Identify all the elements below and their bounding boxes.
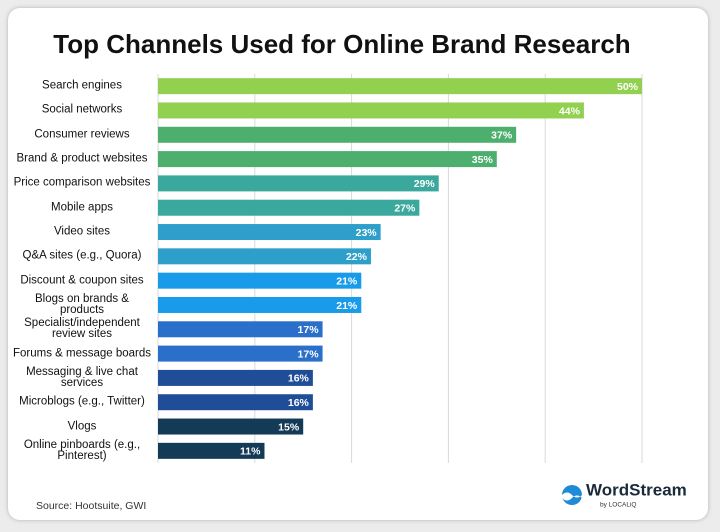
bar [158,248,371,265]
logo-wave [562,492,582,501]
bar [158,126,517,143]
value-label: 21% [336,300,358,312]
y-tick-label: Q&A sites (e.g., Quora) [22,249,142,262]
value-label: 16% [288,373,310,385]
value-label: 44% [559,105,581,117]
value-label: 17% [298,324,320,336]
value-label: 21% [336,275,358,287]
bar [158,296,362,313]
bar [158,442,265,459]
y-tick-label: Forums & message boards [12,347,152,360]
source: Source: Hootsuite, GWI [36,500,146,512]
chart-title: Top Channels Used for Online Brand Resea… [53,29,630,59]
bar [158,272,362,289]
value-label: 16% [288,397,310,409]
bar [158,394,313,411]
y-tick-label: Price comparison websites [13,176,151,189]
y-tick-label: Specialist/independent review sites [24,317,140,341]
value-label: 35% [472,154,494,166]
bar [158,102,584,119]
y-tick-label: Messaging & live chat services [26,365,138,389]
y-tick-label: Mobile apps [50,201,113,214]
y-tick-label: Brand & product websites [16,152,148,165]
value-label: 27% [394,203,416,215]
y-tick-label: Consumer reviews [34,128,130,141]
bar [158,78,642,95]
value-label: 15% [278,421,300,433]
y-tick-label: Social networks [41,103,123,116]
y-tick-label: Online pinboards (e.g., Pinterest) [23,438,141,462]
bar [158,345,323,362]
value-label: 29% [414,178,436,190]
value-label: 11% [240,446,261,458]
y-tick-label: Microblogs (e.g., Twitter) [19,395,145,408]
y-tick-label: Search engines [42,79,122,92]
bar [158,369,313,386]
logo-text: WordStream [586,480,687,499]
value-label: 50% [617,81,639,93]
bar [158,175,439,192]
value-label: 23% [356,227,378,239]
bar [158,151,497,168]
y-tick-label: Vlogs [67,420,97,433]
bar [158,418,304,435]
bar [158,199,420,216]
y-tick-label: Video sites [53,225,111,238]
value-label: 17% [298,348,320,360]
y-tick-label: Discount & coupon sites [20,274,144,287]
y-tick-label: Blogs on brands & products [35,292,129,316]
value-label: 22% [346,251,368,263]
logo-subtext: by LOCALiQ [600,502,637,509]
value-label: 37% [491,130,513,142]
bar [158,224,381,241]
bar [158,321,323,338]
